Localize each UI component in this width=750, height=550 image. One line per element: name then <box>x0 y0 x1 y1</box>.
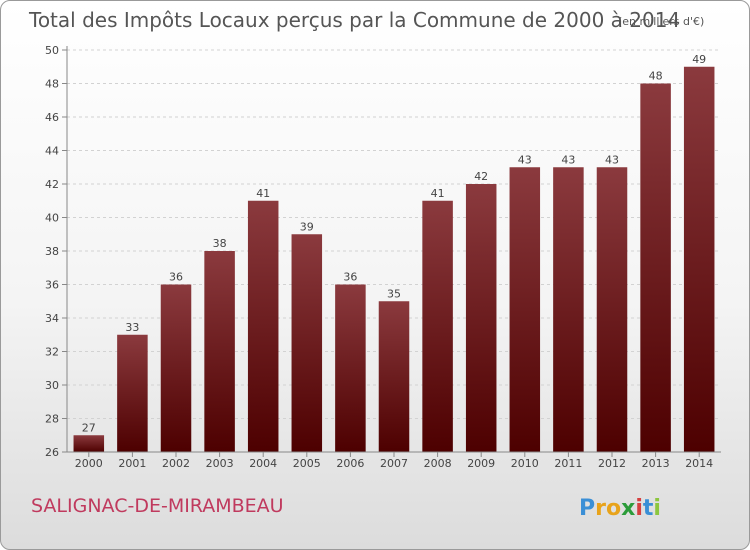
x-tick-label: 2009 <box>467 457 495 470</box>
bar <box>422 200 453 452</box>
bar <box>378 301 410 452</box>
data-label: 41 <box>431 187 445 200</box>
bar <box>73 435 105 452</box>
logo-letter: x <box>621 496 635 521</box>
y-tick-label: 36 <box>45 279 59 292</box>
bar <box>465 184 497 452</box>
x-tick-label: 2003 <box>206 457 234 470</box>
logo-letter: i <box>653 496 661 521</box>
logo-letter: o <box>606 496 621 521</box>
data-label: 42 <box>474 170 488 183</box>
x-tick-label: 2008 <box>424 457 452 470</box>
data-label: 35 <box>387 287 401 300</box>
logo-letter: t <box>643 496 654 521</box>
y-tick-label: 34 <box>45 312 59 325</box>
bar <box>204 251 235 452</box>
data-label: 48 <box>649 70 663 83</box>
x-tick-label: 2012 <box>598 457 626 470</box>
y-tick-label: 48 <box>45 78 59 91</box>
y-tick-label: 50 <box>45 44 59 57</box>
y-tick-label: 38 <box>45 245 59 258</box>
x-tick-label: 2010 <box>511 457 539 470</box>
logo-letter: r <box>595 496 606 521</box>
bar <box>291 234 323 452</box>
data-label: 43 <box>605 153 619 166</box>
logo-letter: P <box>579 496 595 521</box>
data-label: 43 <box>561 153 575 166</box>
bar <box>596 167 628 452</box>
data-label: 49 <box>692 53 706 66</box>
data-label: 33 <box>125 321 139 334</box>
proxiti-logo: Proxiti <box>579 496 661 521</box>
bar <box>640 83 671 452</box>
data-label: 41 <box>256 187 270 200</box>
logo-letter: i <box>635 496 643 521</box>
x-tick-label: 2000 <box>75 457 103 470</box>
x-tick-label: 2002 <box>162 457 190 470</box>
x-tick-label: 2004 <box>249 457 277 470</box>
x-tick-label: 2001 <box>118 457 146 470</box>
x-tick-label: 2011 <box>554 457 582 470</box>
y-tick-label: 42 <box>45 178 59 191</box>
y-tick-label: 32 <box>45 346 59 359</box>
bar <box>509 167 541 452</box>
y-tick-label: 46 <box>45 111 59 124</box>
x-tick-label: 2013 <box>642 457 670 470</box>
bar <box>160 284 192 452</box>
y-tick-label: 44 <box>45 145 59 158</box>
data-label: 38 <box>213 237 227 250</box>
bar <box>553 167 584 452</box>
data-label: 36 <box>169 271 183 284</box>
x-tick-label: 2005 <box>293 457 321 470</box>
data-label: 39 <box>300 220 314 233</box>
x-tick-label: 2014 <box>685 457 713 470</box>
y-tick-label: 40 <box>45 212 59 225</box>
data-label: 27 <box>82 421 96 434</box>
chart-title-unit: (en milliers d'€) <box>618 15 704 28</box>
chart-title: Total des Impôts Locaux perçus par la Co… <box>28 8 680 32</box>
y-tick-label: 28 <box>45 413 59 426</box>
commune-name: SALIGNAC-DE-MIRAMBEAU <box>31 495 284 517</box>
data-label: 43 <box>518 153 532 166</box>
data-label: 36 <box>343 271 357 284</box>
y-tick-label: 30 <box>45 379 59 392</box>
y-tick-label: 26 <box>45 446 59 459</box>
x-tick-label: 2006 <box>336 457 364 470</box>
x-tick-label: 2007 <box>380 457 408 470</box>
bar <box>117 334 148 452</box>
bar <box>683 66 715 452</box>
bar <box>335 284 366 452</box>
bar <box>247 200 279 452</box>
